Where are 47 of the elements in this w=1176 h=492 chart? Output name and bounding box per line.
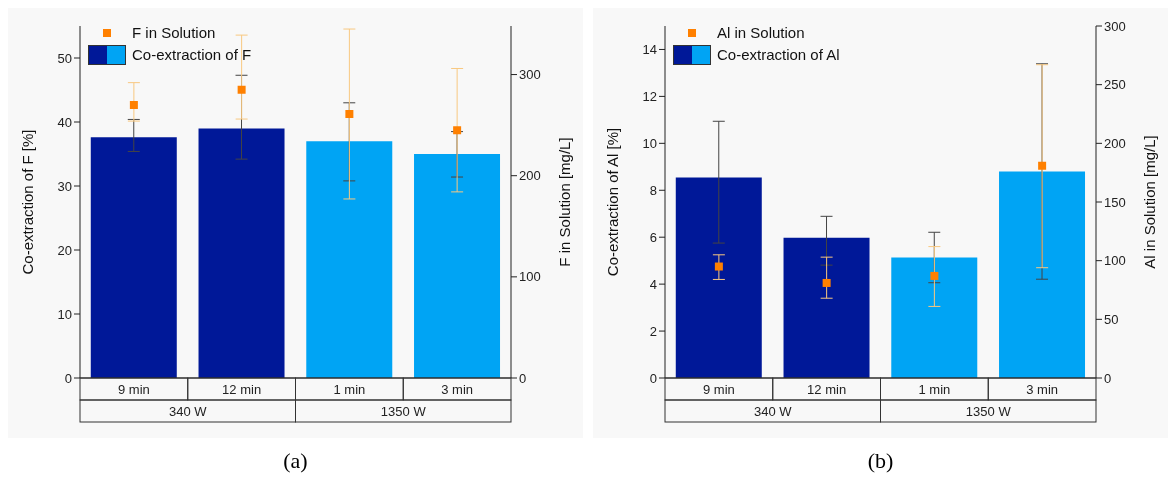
y2-tick-label: 150 bbox=[1104, 194, 1126, 210]
y2-tick-label: 100 bbox=[1104, 253, 1126, 269]
x-tick-label: 9 min bbox=[117, 382, 150, 397]
y2-tick-label: 200 bbox=[519, 168, 541, 184]
y-axis-title: Co-extraction of Al [%] bbox=[604, 127, 622, 277]
legend-label: F in Solution bbox=[132, 23, 216, 43]
text: (b) bbox=[866, 448, 895, 474]
x-tick-label: 1 min bbox=[333, 382, 366, 397]
legend-label: Co-extraction of Al bbox=[717, 45, 840, 65]
y2-axis-title: Al in Solution [mg/L] bbox=[1141, 135, 1159, 269]
y-tick-label: 8 bbox=[649, 182, 657, 198]
y2-tick-label: 0 bbox=[1104, 370, 1112, 386]
x-tick-label: 1 min bbox=[918, 382, 951, 397]
y-tick-label: 50 bbox=[57, 50, 72, 66]
x-tick-label: 9 min bbox=[702, 382, 735, 397]
x-tick-label: 12 min bbox=[807, 382, 847, 397]
x-tick-label: 12 min bbox=[222, 382, 262, 397]
y-tick-label: 14 bbox=[642, 42, 657, 58]
y-tick-label: 40 bbox=[57, 114, 72, 130]
y-tick-label: 10 bbox=[57, 306, 72, 322]
legend-label: Al in Solution bbox=[717, 23, 805, 43]
legend-label: Co-extraction of F bbox=[132, 45, 252, 65]
y-tick-label: 0 bbox=[649, 370, 657, 386]
y2-tick-label: 100 bbox=[519, 269, 541, 285]
y-tick-label: 10 bbox=[642, 135, 657, 151]
y-tick-label: 20 bbox=[57, 242, 72, 258]
x-tick-label: 3 min bbox=[1026, 382, 1059, 397]
y-axis-title: Co-extraction of F [%] bbox=[19, 129, 37, 275]
y-tick-label: 6 bbox=[649, 229, 657, 245]
y-tick-label: 4 bbox=[649, 276, 657, 292]
text: 1350 W bbox=[965, 404, 1012, 419]
y-tick-label: 2 bbox=[649, 323, 657, 339]
y-tick-label: 0 bbox=[64, 370, 72, 386]
text: 1350 W bbox=[380, 404, 427, 419]
y2-tick-label: 300 bbox=[519, 67, 541, 83]
y2-tick-label: 200 bbox=[1104, 135, 1126, 151]
text: (a) bbox=[282, 448, 309, 474]
y2-axis-title: F in Solution [mg/L] bbox=[556, 137, 574, 267]
y2-tick-label: 250 bbox=[1104, 77, 1126, 93]
x-tick-label: 3 min bbox=[441, 382, 474, 397]
y-tick-label: 30 bbox=[57, 178, 72, 194]
y-tick-label: 12 bbox=[642, 89, 657, 105]
text: 340 W bbox=[753, 404, 793, 419]
y2-tick-label: 300 bbox=[1104, 18, 1126, 34]
y2-tick-label: 0 bbox=[519, 370, 527, 386]
y2-tick-label: 50 bbox=[1104, 311, 1119, 327]
text: 340 W bbox=[168, 404, 208, 419]
